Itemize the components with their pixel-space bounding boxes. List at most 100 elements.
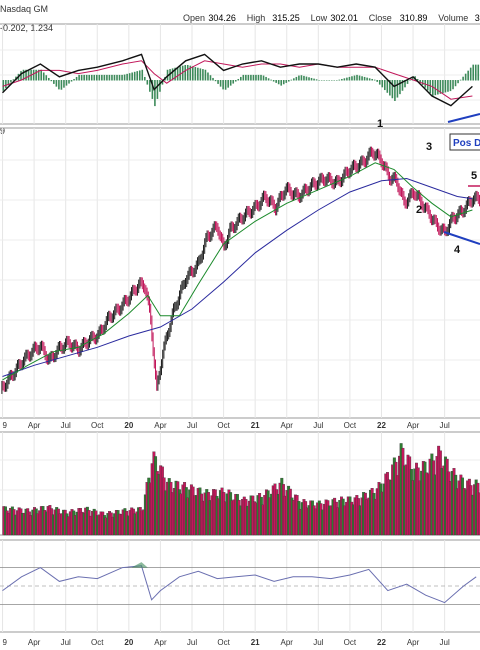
macd-hist-bar <box>2 80 5 91</box>
macd-hist-bar <box>442 80 444 94</box>
x-tick-label: Jul <box>187 421 197 430</box>
macd-hist-bar <box>464 73 467 81</box>
macd-hist-bar <box>416 78 419 81</box>
macd-hist-bar <box>371 78 373 81</box>
ohlcv-high-value: 315.25 <box>272 13 300 23</box>
macd-hist-bar <box>290 79 293 81</box>
macd-hist-bar <box>96 74 98 81</box>
x-tick-label: Jul <box>313 421 323 430</box>
macd-hist-bar <box>207 72 209 81</box>
macd-signal-line <box>2 60 473 100</box>
macd-hist-bar <box>454 80 457 87</box>
x-tick-label: 20 <box>124 638 133 647</box>
macd-hist-bar <box>368 78 371 81</box>
macd-hist-bar <box>154 80 156 107</box>
macd-hist-bar <box>224 80 227 90</box>
macd-hist-bar <box>449 80 452 92</box>
macd-hist-bar <box>315 79 318 81</box>
macd-hist-bar <box>411 76 414 81</box>
x-tick-label: 22 <box>377 638 386 647</box>
macd-hist-bar <box>149 80 151 92</box>
macd-hist-bar <box>386 80 389 93</box>
macd-hist-bar <box>288 80 290 82</box>
macd-hist-bar <box>472 64 475 81</box>
x-tick-label: Apr <box>407 421 420 430</box>
x-tick-label: 20 <box>124 421 133 430</box>
macd-hist-bar <box>144 76 146 81</box>
macd-hist-bar <box>434 80 437 96</box>
macd-hist-bar <box>348 76 351 81</box>
macd-hist-bar <box>123 74 126 81</box>
x-tick-label: Oct <box>344 638 357 647</box>
macd-hist-bar <box>179 66 181 81</box>
macd-hist-bar <box>457 80 459 84</box>
macd-hist-bar <box>358 75 361 81</box>
macd-hist-bar <box>121 74 123 81</box>
macd-hist-bar <box>55 80 58 87</box>
macd-hist-bar <box>133 71 136 81</box>
macd-hist-bar <box>60 80 63 90</box>
macd-hist-bar <box>204 69 207 81</box>
macd-hist-bar <box>280 80 283 86</box>
annotation-label: Pos D <box>453 138 480 149</box>
x-tick-label: Jul <box>187 638 197 647</box>
ohlcv-open-value: 304.26 <box>208 13 236 23</box>
rsi-overbought-fill <box>131 562 148 568</box>
macd-hist-bar <box>237 78 240 81</box>
wave-label-2: 2 <box>416 204 422 216</box>
macd-hist-bar <box>176 67 179 81</box>
x-tick-label: Apr <box>281 638 294 647</box>
macd-hist-bar <box>308 77 310 81</box>
macd-hist-bar <box>166 69 169 81</box>
macd-hist-bar <box>346 77 348 81</box>
x-tick-label: Apr <box>407 638 420 647</box>
macd-hist-bar <box>106 74 108 81</box>
macd-hist-bar <box>328 80 331 81</box>
macd-hist-bar <box>217 80 219 84</box>
macd-panel <box>0 23 480 125</box>
x-tick-label: Jul <box>61 421 71 430</box>
ohlcv-low-value: 302.01 <box>330 13 358 23</box>
macd-hist-bar <box>467 70 469 81</box>
x-tick-label: Jul <box>440 421 450 430</box>
macd-hist-bar <box>250 74 252 81</box>
macd-hist-bar <box>247 74 250 81</box>
bottom-x-axis: 9 Apr Jul Oct 20 Apr Jul Oct 21 Apr Jul Oct 22 Apr Jul <box>3 638 450 647</box>
macd-hist-bar <box>58 80 60 90</box>
macd-hist-bar <box>394 80 396 101</box>
wave-label-3: 3 <box>426 141 432 153</box>
macd-hist-bar <box>447 80 449 92</box>
macd-hist-bar <box>227 80 229 88</box>
x-tick-label: Oct <box>344 421 357 430</box>
macd-hist-bar <box>98 74 101 81</box>
macd-hist-bar <box>234 80 237 82</box>
macd-hist-bar <box>396 80 399 98</box>
macd-hist-bar <box>118 74 121 81</box>
macd-hist-bar <box>295 76 298 81</box>
macd-hist-bar <box>474 64 477 81</box>
ohlcv-open-label: Open <box>183 13 205 23</box>
macd-hist-bar <box>40 69 43 81</box>
macd-hist-bar <box>73 78 75 81</box>
macd-hist-bar <box>399 80 401 95</box>
macd-hist-bar <box>477 64 480 81</box>
macd-hist-bar <box>381 80 384 88</box>
wave-label-4: 4 <box>454 244 461 256</box>
macd-hist-bar <box>260 74 262 81</box>
macd-hist-bar <box>68 80 70 84</box>
macd-hist-bar <box>101 74 103 81</box>
macd-hist-bar <box>194 67 197 81</box>
macd-hist-bar <box>257 74 260 81</box>
macd-hist-bar <box>10 80 12 83</box>
x-tick-label: Oct <box>217 638 230 647</box>
macd-hist-bar <box>80 74 83 81</box>
macd-hist-bar <box>184 64 187 81</box>
macd-hist-bar <box>219 80 222 87</box>
macd-hist-bar <box>376 80 379 82</box>
macd-hist-bar <box>378 80 381 85</box>
ohlcv-volume-value: 313.7M <box>475 13 480 23</box>
macd-hist-bar <box>141 69 144 81</box>
macd-hist-bar <box>174 67 176 81</box>
macd-hist-bar <box>300 75 303 81</box>
wave-label-5: 5 <box>471 170 477 182</box>
